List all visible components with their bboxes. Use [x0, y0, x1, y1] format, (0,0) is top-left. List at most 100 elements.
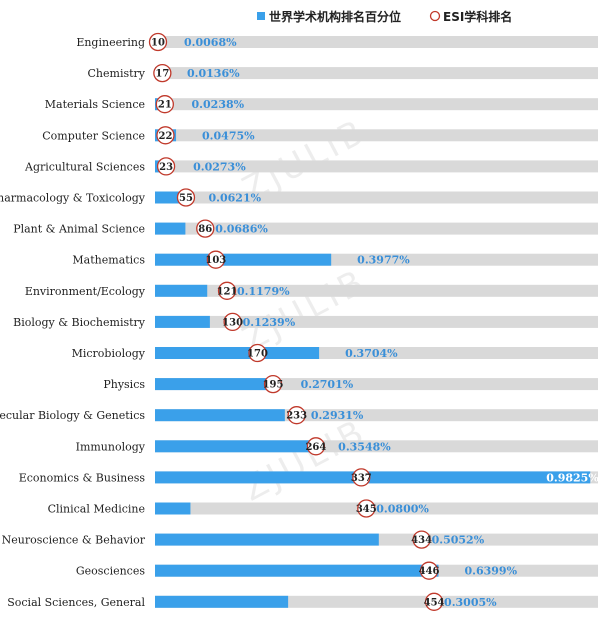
category-label: Social Sciences, General [7, 596, 145, 609]
rank-label: 130 [222, 317, 243, 328]
percentile-bar [155, 284, 208, 297]
chart-row: Neuroscience & Behavior 434 0.5052% [2, 530, 598, 549]
bar-track [155, 160, 598, 173]
rank-marker [357, 499, 376, 518]
rank-marker [156, 157, 176, 176]
percentile-bar [155, 347, 320, 359]
chart-row: Pharmacology & Toxicology 55 0.0621% [0, 188, 598, 207]
rank-marker [156, 126, 175, 145]
percentile-bar [155, 502, 191, 515]
category-label: Microbiology [72, 347, 146, 360]
rank-marker [424, 592, 444, 611]
rank-marker [419, 561, 439, 580]
percentile-label: 0.1239% [243, 316, 296, 329]
rank-marker [176, 188, 196, 207]
percentile-label: 0.0136% [187, 67, 240, 80]
percentile-bar [155, 315, 210, 328]
rank-marker [196, 219, 215, 238]
legend-label-bar: 世界学术机构排名百分位 [269, 9, 401, 24]
chart-row: Geosciences 446 0.6399% [76, 561, 598, 580]
rank-marker [217, 281, 237, 300]
legend-label-rank: ESI学科排名 [443, 9, 512, 24]
bar-track [155, 222, 598, 235]
chart-row: Economics & Business 337 0.9825% [19, 468, 599, 487]
category-label: Engineering [76, 36, 145, 49]
percentile-bar [155, 222, 186, 235]
bar-track [155, 315, 598, 328]
percentile-bar [155, 471, 591, 484]
percentile-label: 0.0068% [184, 36, 237, 49]
rank-marker [148, 32, 168, 52]
category-label: Agricultural Sciences [24, 160, 145, 173]
rank-marker [223, 312, 242, 332]
category-label: Neuroscience & Behavior [2, 534, 146, 547]
rank-label: 446 [419, 566, 440, 577]
rank-marker [263, 374, 283, 394]
percentile-label: 0.3548% [338, 440, 391, 453]
category-label: Materials Science [45, 98, 145, 111]
category-label: Environment/Ecology [25, 285, 146, 298]
bar-track [155, 191, 598, 204]
percentile-bar [155, 378, 275, 391]
bar-track [155, 284, 598, 297]
rank-label: 55 [179, 193, 193, 204]
rank-label: 454 [424, 597, 445, 608]
percentile-label: 0.9825% [546, 471, 599, 484]
chart-row: Environment/Ecology 121 0.1179% [25, 281, 598, 300]
rank-label: 21 [158, 100, 172, 111]
percentile-label: 0.0475% [202, 129, 255, 142]
bar-track [155, 502, 598, 515]
rank-label: 103 [205, 255, 226, 266]
rank-label: 170 [247, 349, 268, 360]
category-label: Immunology [76, 440, 146, 453]
percentile-label: 0.0273% [193, 160, 246, 173]
chart-rows: Engineering 10 0.0068% Chemistry 17 0.0136% Ma… [0, 32, 599, 611]
rank-label: 434 [411, 535, 432, 546]
category-label: Pharmacology & Toxicology [0, 192, 146, 205]
legend-marker-rank [429, 10, 441, 22]
category-label: Geosciences [76, 565, 146, 578]
chart-row: Engineering 10 0.0068% [76, 32, 598, 52]
bar-track [155, 129, 598, 142]
chart-row: Plant & Animal Science 86 0.0686% [13, 219, 598, 238]
legend-swatch-bar [257, 12, 265, 20]
percentile-label: 0.0800% [376, 503, 429, 516]
rank-marker [306, 437, 326, 456]
rank-label: 121 [217, 286, 238, 297]
percentile-label: 0.0621% [209, 192, 262, 205]
category-label: Biology & Biochemistry [13, 316, 146, 329]
category-label: Plant & Animal Science [13, 223, 145, 236]
percentile-label: 0.3704% [345, 347, 398, 360]
rank-label: 10 [151, 38, 165, 49]
percentile-label: 0.3977% [357, 254, 410, 267]
percentile-bar [155, 253, 332, 266]
chart-row: Computer Science 22 0.0475% [42, 126, 598, 145]
chart-row: Clinical Medicine 345 0.0800% [48, 499, 598, 518]
rank-label: 233 [286, 411, 307, 422]
chart-row: Molecular Biology & Genetics 233 0.2931% [0, 406, 598, 425]
chart-row: Chemistry 17 0.0136% [88, 63, 598, 83]
chart-row: Social Sciences, General 454 0.3005% [7, 592, 598, 611]
rank-marker [352, 468, 371, 487]
category-label: Economics & Business [19, 471, 146, 484]
chart-row: Biology & Biochemistry 130 0.1239% [13, 312, 598, 332]
category-label: Computer Science [42, 129, 145, 142]
percentile-bar [155, 409, 285, 422]
chart-row: Physics 195 0.2701% [103, 374, 598, 394]
rank-marker [248, 343, 267, 363]
category-label: Clinical Medicine [48, 503, 145, 516]
rank-label: 337 [351, 473, 372, 484]
rank-marker [153, 63, 172, 83]
percentile-label: 0.2931% [311, 409, 364, 422]
rank-label: 22 [158, 131, 172, 142]
percentile-bar [155, 533, 379, 546]
percentile-label: 0.1179% [237, 285, 290, 298]
rank-marker [155, 95, 174, 114]
percentile-bar [155, 595, 289, 608]
percentile-label: 0.3005% [444, 596, 497, 609]
rank-marker [287, 406, 306, 425]
rank-label: 345 [356, 504, 377, 515]
percentile-bar [155, 440, 313, 453]
rank-marker [206, 250, 225, 269]
